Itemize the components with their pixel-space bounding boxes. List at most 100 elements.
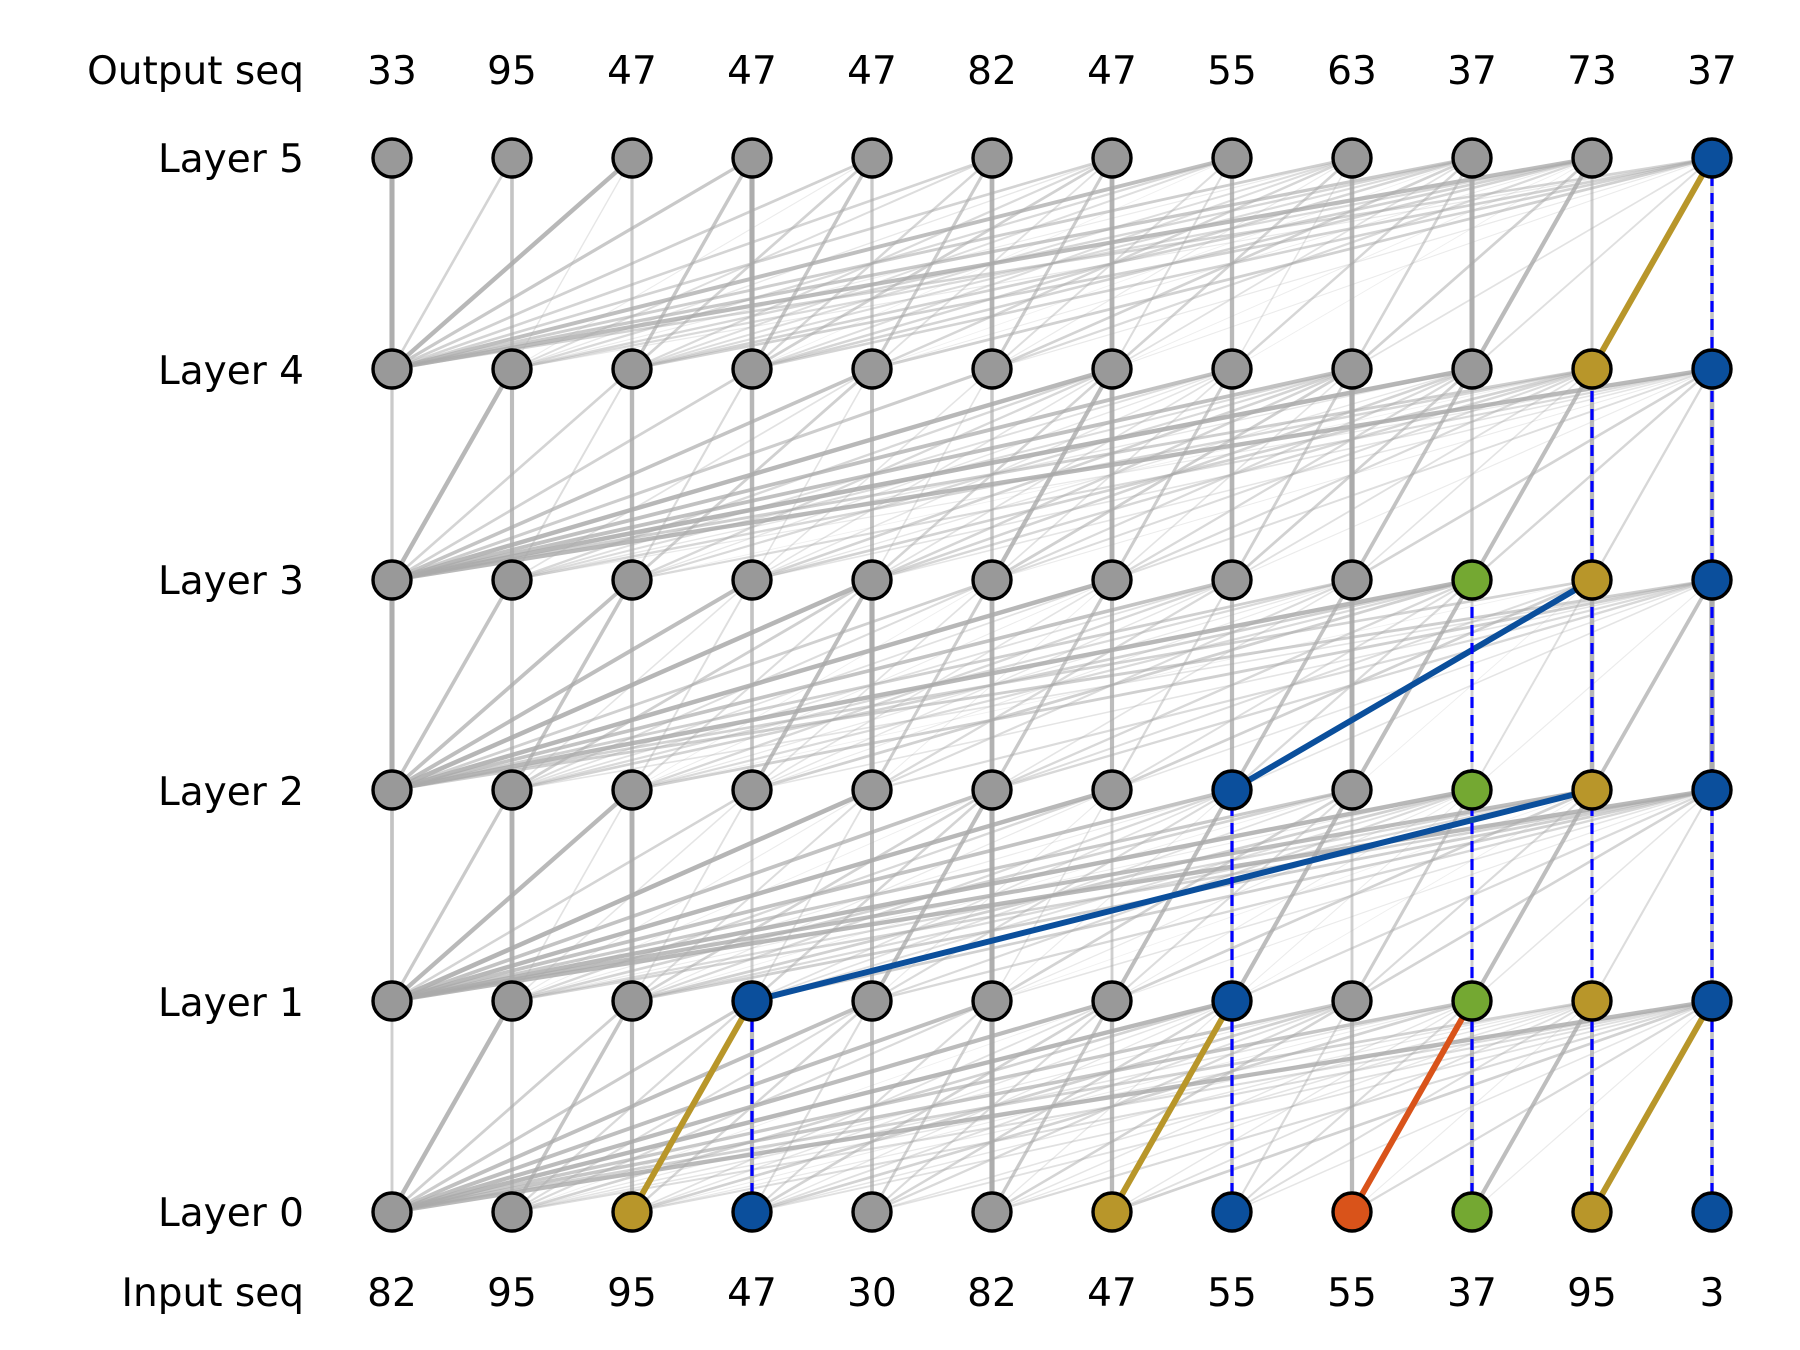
attention-edge: [751, 1000, 1713, 1213]
attention-edge: [1351, 368, 1593, 581]
attention-edge: [1471, 579, 1593, 791]
attention-edge: [391, 156, 993, 371]
attention-edge: [511, 157, 1713, 370]
attention-edge: [1351, 1000, 1713, 1213]
node-layer2-col11: [1691, 769, 1733, 811]
node-layer0-col9: [1451, 1191, 1493, 1233]
node-layer3-col1: [491, 559, 533, 601]
output-token: 82: [967, 49, 1017, 94]
attention-edge: [1231, 368, 1713, 581]
attention-edge: [1111, 157, 1593, 370]
node-layer2-col5: [971, 769, 1013, 811]
attention-edge: [390, 789, 514, 1002]
attention-edge: [391, 156, 1233, 371]
node-layer3-col5: [971, 559, 1013, 601]
attention-edge: [391, 156, 753, 371]
attention-edge: [1591, 789, 1713, 1002]
attention-edge: [391, 998, 1233, 1215]
attention-edge: [511, 368, 1713, 581]
node-layer2-col3: [731, 769, 773, 811]
attention-edge: [871, 578, 1713, 792]
node-layer5-col9: [1451, 137, 1493, 179]
attention-edge: [751, 368, 1473, 581]
attention-edge: [391, 367, 753, 582]
node-layer5-col4: [851, 137, 893, 179]
highlighted-edge: [1109, 998, 1235, 1215]
attention-edge: [391, 577, 873, 793]
attention-edge: [391, 999, 873, 1214]
attention-edge: [1231, 367, 1473, 582]
attention-edge: [391, 787, 1593, 1004]
attention-edge: [391, 998, 1113, 1215]
attention-edge: [751, 999, 1473, 1214]
attention-edge: [871, 1000, 1713, 1213]
node-layer0-col7: [1211, 1191, 1253, 1233]
node-layer0-col5: [971, 1191, 1013, 1233]
node-layer1-col6: [1091, 980, 1133, 1022]
attention-edge: [391, 788, 753, 1003]
attention-edge: [391, 788, 1353, 1003]
attention-edge: [391, 787, 1113, 1004]
attention-edge: [391, 368, 633, 581]
attention-edge: [751, 578, 1473, 792]
node-layer3-col11: [1691, 559, 1733, 601]
node-layer5-col11: [1691, 137, 1733, 179]
node-layer1-col9: [1451, 980, 1493, 1022]
node-layer1-col3: [731, 980, 773, 1022]
attention-edge: [391, 156, 1713, 371]
attention-edge: [1231, 1000, 1473, 1213]
attention-edge: [391, 367, 993, 582]
attention-edges: [389, 155, 1715, 1215]
node-layer1-col4: [851, 980, 893, 1022]
highlighted-attention-edges: [629, 155, 1715, 1215]
attention-edge: [1590, 579, 1714, 791]
attention-edge: [871, 1000, 1593, 1213]
node-layer2-col9: [1451, 769, 1493, 811]
layer-3-label: Layer 3: [158, 559, 304, 604]
attention-edge: [871, 788, 1713, 1003]
attention-edge: [631, 156, 1713, 371]
node-layer3-col4: [851, 559, 893, 601]
input-token: 95: [1567, 1271, 1617, 1316]
attention-edge: [390, 578, 634, 792]
attention-edge: [391, 367, 1593, 582]
attention-edge: [391, 578, 1233, 792]
attention-edge: [390, 156, 634, 371]
attention-edge: [1230, 579, 1354, 791]
layer-2-label: Layer 2: [158, 770, 304, 815]
output-token: 73: [1567, 49, 1617, 94]
node-layer2-col1: [491, 769, 533, 811]
attention-edge: [391, 367, 1233, 582]
node-layer3-col10: [1571, 559, 1613, 601]
node-layer2-col7: [1211, 769, 1253, 811]
attention-edge: [391, 578, 1353, 792]
attention-edge: [631, 367, 1713, 582]
node-layer2-col6: [1091, 769, 1133, 811]
node-layer4-col1: [491, 348, 533, 390]
attention-edge: [991, 368, 1713, 581]
node-layer1-col11: [1691, 980, 1733, 1022]
node-layer0-col4: [851, 1191, 893, 1233]
highlighted-edge: [1349, 998, 1475, 1215]
input-token: 55: [1207, 1271, 1257, 1316]
node-layer5-col0: [371, 137, 413, 179]
attention-edge: [991, 999, 1713, 1214]
node-layer3-col9: [1451, 559, 1493, 601]
attention-edge: [1590, 368, 1714, 581]
attention-edge: [391, 999, 1593, 1214]
output-token: 55: [1207, 49, 1257, 94]
attention-edge: [1471, 1000, 1713, 1213]
attention-edge: [991, 157, 1713, 370]
attention-edge: [391, 156, 1113, 371]
attention-edge: [391, 155, 1593, 372]
output-token: 47: [727, 49, 777, 94]
node-layer2-col2: [611, 769, 653, 811]
attention-edge: [1231, 1000, 1713, 1213]
attention-edge: [751, 156, 1713, 371]
output-token: 63: [1327, 49, 1377, 94]
attention-edge: [391, 577, 1113, 793]
node-layer5-col2: [611, 137, 653, 179]
node-layer3-col8: [1331, 559, 1373, 601]
attention-edge: [1111, 157, 1713, 370]
node-layer4-col7: [1211, 348, 1253, 390]
